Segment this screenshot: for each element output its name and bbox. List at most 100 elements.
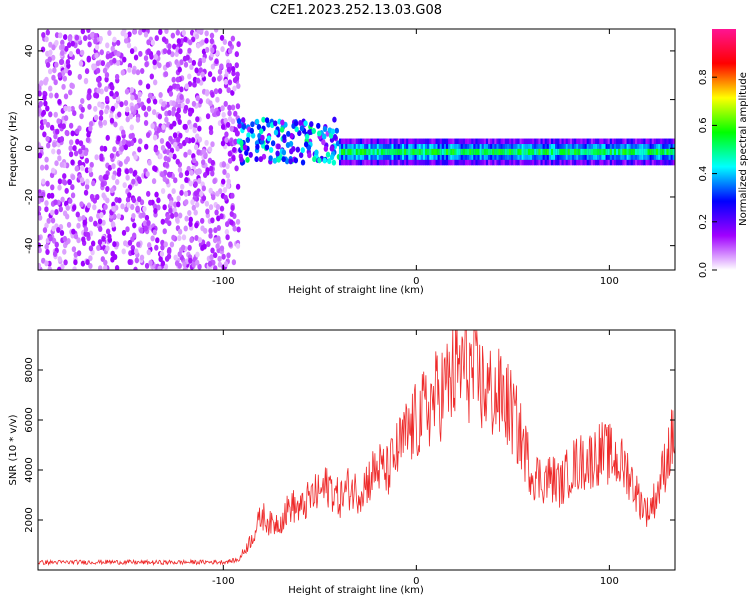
- heat-cell: [569, 148, 573, 155]
- heat-cell: [502, 148, 506, 155]
- heat-cell: [260, 134, 265, 141]
- heat-cell: [647, 148, 651, 155]
- heat-cell: [194, 201, 200, 208]
- heat-cell: [664, 148, 667, 155]
- heat-cell: [105, 245, 110, 252]
- heat-cell: [68, 139, 74, 146]
- heat-cell: [156, 204, 161, 211]
- snr-frame: [37, 329, 676, 571]
- heat-cell: [592, 148, 596, 155]
- heat-cell: [87, 103, 92, 110]
- heat-cell: [59, 136, 65, 143]
- heat-cell: [44, 222, 49, 229]
- heat-cell: [200, 159, 206, 166]
- heat-cell: [217, 88, 223, 95]
- heat-cell: [79, 113, 84, 120]
- heat-cell: [111, 163, 116, 170]
- heat-cell: [64, 45, 69, 52]
- heat-cell: [177, 167, 183, 174]
- heat-cell: [152, 98, 158, 105]
- heat-cell: [655, 148, 659, 155]
- heat-cell: [288, 158, 293, 165]
- heat-cell: [38, 262, 42, 269]
- heat-cell: [605, 148, 609, 155]
- heat-cell: [112, 57, 117, 64]
- heat-cell: [42, 227, 48, 234]
- heat-cell: [170, 51, 175, 58]
- heat-cell: [171, 100, 176, 107]
- heat-cell: [141, 29, 147, 33]
- heat-cell: [197, 263, 202, 270]
- heat-cell: [530, 148, 533, 155]
- heat-cell: [156, 127, 162, 134]
- heat-cell: [158, 91, 163, 98]
- heat-cell: [307, 152, 312, 159]
- heat-cell: [666, 148, 670, 155]
- heat-cell: [200, 244, 205, 251]
- heat-cell: [143, 111, 149, 118]
- heat-cell: [40, 191, 46, 198]
- heat-cell: [63, 105, 68, 112]
- heat-cell: [144, 214, 150, 221]
- heat-cell: [110, 105, 116, 112]
- heat-cell: [139, 227, 144, 234]
- heat-cell: [249, 127, 254, 134]
- heat-cell: [586, 148, 590, 155]
- heat-cell: [237, 122, 242, 129]
- heat-cell: [57, 178, 63, 185]
- heat-cell: [160, 244, 165, 251]
- heat-cell: [97, 101, 102, 108]
- heat-cell: [236, 226, 241, 233]
- heat-cell: [197, 60, 202, 67]
- heat-cell: [523, 148, 527, 155]
- heat-cell: [220, 140, 226, 147]
- heat-cell: [155, 237, 160, 244]
- heat-cell: [231, 259, 237, 266]
- heat-cell: [205, 167, 210, 174]
- heat-cell: [300, 147, 305, 154]
- heat-cell: [124, 168, 130, 175]
- heat-cell: [204, 37, 209, 44]
- heat-cell: [222, 38, 228, 45]
- heat-cell: [233, 110, 238, 117]
- heat-cell: [235, 242, 241, 249]
- heat-cell: [173, 254, 178, 261]
- heat-cell: [46, 217, 51, 224]
- heat-cell: [210, 159, 216, 166]
- heat-cell: [165, 61, 171, 68]
- heat-cell: [66, 221, 72, 228]
- heat-cell: [189, 169, 194, 176]
- heat-cell: [99, 155, 104, 162]
- heat-cell: [121, 248, 126, 255]
- heat-cell: [208, 187, 213, 194]
- colorbar-tick-label: 0.2: [698, 214, 709, 230]
- heat-cell: [161, 101, 166, 108]
- heat-cell: [67, 106, 72, 113]
- heat-cell: [157, 113, 163, 120]
- heat-cell: [187, 244, 192, 251]
- heat-cell: [171, 188, 176, 195]
- heat-cell: [152, 134, 158, 141]
- heat-cell: [200, 71, 205, 78]
- heat-cell: [152, 63, 158, 70]
- heat-cell: [56, 118, 61, 125]
- heat-cell: [161, 124, 166, 131]
- heat-cell: [550, 148, 554, 155]
- heat-cell: [50, 167, 56, 174]
- heat-cell: [201, 148, 207, 155]
- heat-cell: [201, 195, 207, 202]
- heat-cell: [435, 148, 439, 155]
- heat-cell: [67, 41, 72, 48]
- heat-cell: [115, 39, 121, 46]
- heat-cell: [125, 116, 130, 123]
- heat-cell: [187, 73, 192, 80]
- heat-cell: [219, 63, 224, 70]
- heat-cell: [163, 71, 169, 78]
- heat-cell: [44, 156, 49, 163]
- heat-cell: [84, 68, 90, 75]
- heat-cell: [329, 145, 335, 152]
- heat-cell: [215, 50, 220, 57]
- heat-cell: [103, 259, 108, 266]
- heat-cell: [264, 117, 270, 124]
- heat-cell: [184, 83, 189, 90]
